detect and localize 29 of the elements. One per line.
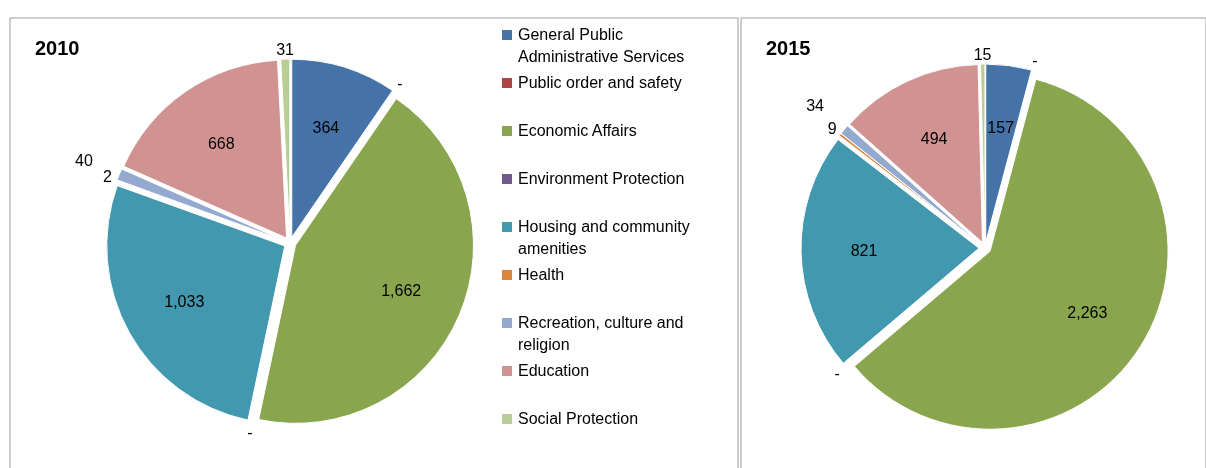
data-label: 15 <box>973 45 992 63</box>
legend-label: Education <box>518 362 590 379</box>
data-label: 494 <box>920 129 948 147</box>
data-label: 31 <box>276 40 295 58</box>
data-label: 34 <box>806 96 825 114</box>
slice-label: 2010 <box>35 37 80 59</box>
text: - <box>834 365 840 383</box>
legend-label: General Public Administrative Services <box>518 26 685 65</box>
data-label: 40 <box>75 151 93 169</box>
legend-label: Social Protection <box>518 410 639 427</box>
legend-label: Environment Protection <box>518 170 685 187</box>
data-label: 668 <box>207 134 235 152</box>
text: - <box>247 424 253 442</box>
legend-label: Recreation, culture and religion <box>518 314 684 353</box>
legend-label: Public order and safety <box>518 74 682 91</box>
legend-label: Health <box>518 266 565 283</box>
data-label: 364 <box>312 118 340 136</box>
data-label: 1,033 <box>164 293 205 311</box>
legend-label: Economic Affairs <box>518 122 637 139</box>
data-label: 2,263 <box>1067 304 1108 322</box>
legend-label: Housing and community amenities <box>518 218 690 257</box>
data-label: 2 <box>103 168 113 186</box>
data-label: 157 <box>987 119 1015 137</box>
text: - <box>1032 52 1038 70</box>
text: - <box>397 74 403 92</box>
data-label: 9 <box>827 119 837 137</box>
data-label: 821 <box>850 242 878 260</box>
data-label: 1,662 <box>381 282 422 300</box>
slice-label: 2015 <box>766 37 811 59</box>
